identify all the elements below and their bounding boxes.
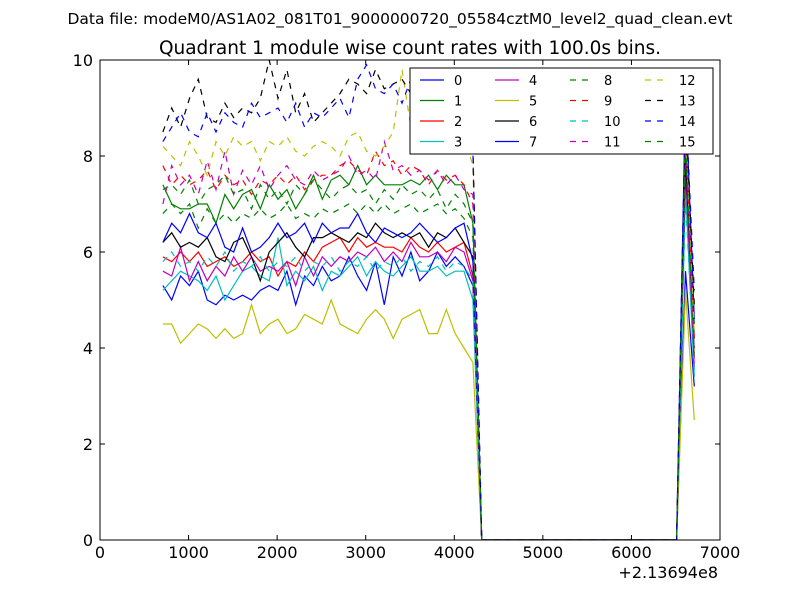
series-line-2 — [162, 146, 695, 540]
x-tick-label: 5000 — [522, 543, 563, 562]
x-tick-label: 0 — [95, 543, 105, 562]
y-tick-label: 6 — [83, 243, 93, 262]
series-line-12 — [162, 69, 695, 540]
legend-label-13: 13 — [679, 95, 696, 110]
series-line-3 — [162, 189, 695, 540]
legend-label-7: 7 — [529, 136, 537, 151]
legend-label-0: 0 — [454, 74, 462, 89]
series-line-9 — [162, 131, 695, 540]
legend-box — [409, 67, 714, 155]
legend-label-11: 11 — [604, 136, 621, 151]
legend-label-3: 3 — [454, 136, 462, 151]
chart-title: Quadrant 1 module wise count rates with … — [159, 38, 661, 59]
series-line-11 — [162, 139, 695, 540]
legend-label-6: 6 — [529, 115, 537, 130]
x-tick-label: 6000 — [611, 543, 652, 562]
series-layer — [162, 60, 695, 540]
legend-label-14: 14 — [679, 115, 696, 130]
series-line-14 — [162, 63, 695, 540]
legend-label-12: 12 — [679, 74, 696, 89]
legend-label-15: 15 — [679, 136, 696, 151]
y-tick-label: 10 — [73, 51, 93, 70]
legend-label-1: 1 — [454, 95, 462, 110]
x-tick-label: 4000 — [434, 543, 475, 562]
legend-label-9: 9 — [604, 95, 612, 110]
x-tick-label: 2000 — [257, 543, 298, 562]
series-line-8 — [162, 122, 695, 540]
series-line-1 — [162, 164, 695, 540]
x-axis-offset-label: +2.13694e8 — [618, 563, 718, 582]
y-tick-label: 2 — [83, 435, 93, 454]
series-line-10 — [162, 199, 695, 540]
series-line-5 — [162, 290, 695, 540]
legend-label-4: 4 — [529, 74, 537, 89]
legend-label-2: 2 — [454, 115, 462, 130]
y-tick-label: 8 — [83, 147, 93, 166]
legend-label-10: 10 — [604, 115, 621, 130]
legend-label-8: 8 — [604, 74, 612, 89]
x-tick-label: 3000 — [345, 543, 386, 562]
figure-suptitle: Data file: modeM0/AS1A02_081T01_90000007… — [67, 10, 732, 29]
series-line-15 — [162, 136, 695, 540]
series-line-6 — [162, 155, 695, 540]
x-tick-label: 7000 — [700, 543, 741, 562]
legend-label-5: 5 — [529, 95, 537, 110]
x-tick-label: 1000 — [168, 543, 209, 562]
y-tick-label: 0 — [83, 531, 93, 550]
series-line-7 — [162, 93, 695, 540]
series-line-0 — [162, 250, 695, 540]
plot-frame — [99, 59, 721, 541]
series-line-4 — [162, 165, 695, 540]
y-tick-label: 4 — [83, 339, 93, 358]
